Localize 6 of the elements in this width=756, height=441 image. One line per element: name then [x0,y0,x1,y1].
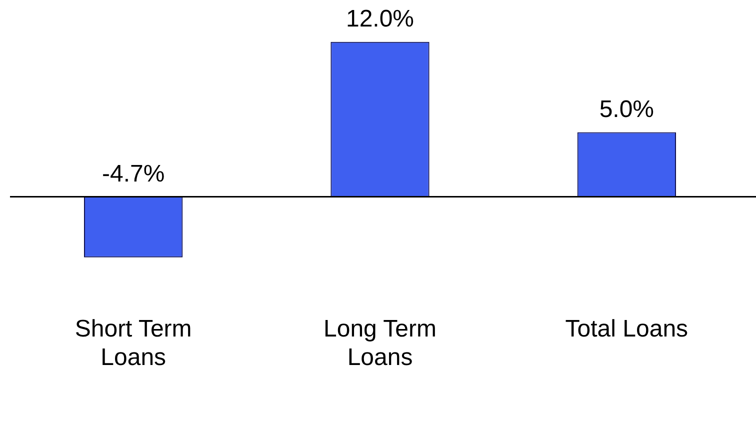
x-tick-label: Short Term Loans [74,315,192,372]
data-label: 12.0% [346,5,414,32]
x-tick-label: Total Loans [565,315,688,342]
x-tick-label: Long Term Loans [324,315,436,372]
data-label: 5.0% [599,96,654,123]
data-label: -4.7% [102,160,165,188]
